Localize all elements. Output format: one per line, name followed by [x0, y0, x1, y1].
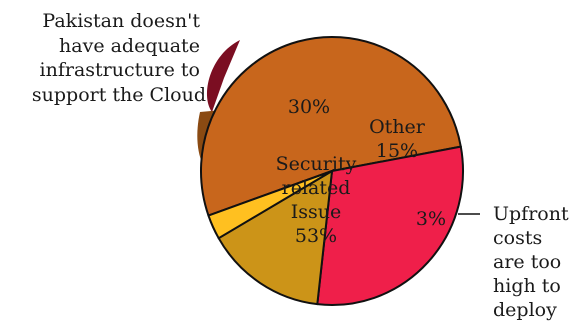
slice-label-line: 15% [376, 140, 418, 162]
callout-right-line: deploy [493, 299, 557, 321]
slice-label-line: related [282, 177, 351, 199]
slice-label: 3% [416, 208, 446, 230]
slice-label-line: Other [369, 116, 426, 138]
slice-label-line: Issue [291, 201, 342, 223]
callout-left-line: have adequate [59, 35, 200, 57]
pie-slice [207, 170, 333, 240]
pie-slices [200, 36, 464, 306]
callout-left-line: Pakistan doesn't [42, 10, 200, 32]
slice-label: Security related Issue 53% [276, 153, 357, 247]
pie-shadow-back [207, 40, 240, 112]
slice-label-line: 30% [288, 96, 330, 118]
slice-label-line: 3% [416, 208, 446, 230]
pie-slice [200, 36, 462, 217]
pie-slice-labels: Security related Issue 53% 30% Other 15% 3% [276, 96, 446, 247]
pie-slice [217, 170, 333, 306]
callout-left-line: support the Cloud [32, 84, 206, 106]
slice-label: Other 15% [369, 116, 426, 162]
callout-right-line: Upfront [493, 203, 569, 225]
callout-left: Pakistan doesn't have adequate infrastru… [32, 10, 206, 106]
slice-label-line: 53% [295, 225, 337, 247]
callout-right-line: high to [493, 275, 561, 297]
callout-right-line: are too [493, 251, 561, 273]
slice-label-line: Security [276, 153, 357, 175]
slice-label: 30% [288, 96, 330, 118]
callout-right-line: costs [493, 227, 542, 249]
pie-slice [316, 145, 464, 306]
callout-right: Upfront costs are too high to deploy [493, 203, 575, 321]
callout-left-line: infrastructure to [40, 59, 200, 81]
